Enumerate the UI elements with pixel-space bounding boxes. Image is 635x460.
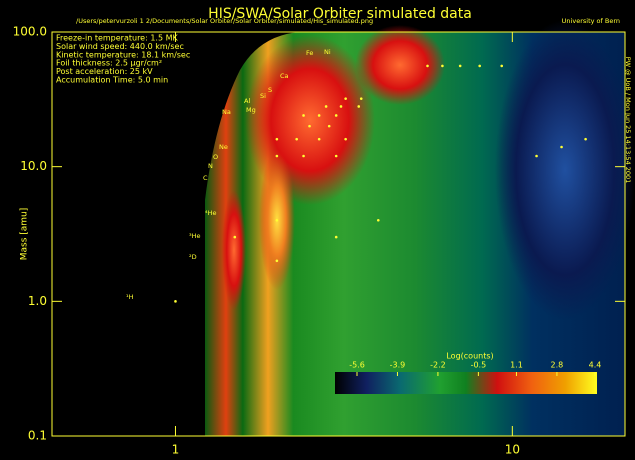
ion-label: C xyxy=(203,174,208,182)
ion-label: N xyxy=(208,162,213,170)
y-axis-label: Mass [amu] xyxy=(20,208,30,261)
colorbar-tick-label: 1.1 xyxy=(510,361,523,370)
data-point xyxy=(344,97,347,100)
ion-label: Mg xyxy=(246,106,256,114)
ion-label: Al xyxy=(244,97,250,105)
y-tick-label: 100.0 xyxy=(13,25,47,39)
data-point xyxy=(441,64,444,68)
colorbar-tick-label: 2.8 xyxy=(551,361,564,370)
chart-title: HIS/SWA/Solar Orbiter simulated data xyxy=(208,6,472,22)
colorbar-tick-label: -3.9 xyxy=(390,361,406,370)
data-point xyxy=(174,300,177,303)
data-point xyxy=(334,114,338,117)
data-point xyxy=(324,105,328,108)
data-point xyxy=(308,124,311,128)
ion-label: Ne xyxy=(219,143,228,151)
data-point xyxy=(376,218,380,222)
file-path: /Users/petervurzoli 1 2/Documents/Solar … xyxy=(76,17,373,25)
data-point xyxy=(535,154,538,158)
timestamp: PW @ UoB / Mon Jun 25 14:13:54 2001 xyxy=(624,57,632,184)
y-tick-label: 1.0 xyxy=(28,294,47,308)
data-point xyxy=(500,64,504,68)
data-point xyxy=(339,105,343,108)
data-point xyxy=(327,124,331,128)
colorbar-tick-label: -5.6 xyxy=(349,361,365,370)
ion-label: ²D xyxy=(189,253,197,261)
ion-label: Ni xyxy=(324,48,331,56)
data-point xyxy=(317,137,321,141)
data-point xyxy=(295,137,298,141)
parameter-line: Foil thickness: 2.5 µgr/cm² xyxy=(56,59,162,68)
data-point xyxy=(560,145,563,149)
colorbar xyxy=(335,372,597,394)
data-point xyxy=(275,218,279,222)
data-point xyxy=(344,137,347,141)
data-point xyxy=(275,154,279,158)
parameter-line: Accumulation Time: 5.0 min xyxy=(56,76,168,85)
x-tick-label: 10 xyxy=(505,443,520,457)
data-point xyxy=(584,137,587,141)
data-point xyxy=(426,64,429,68)
ion-label: Si xyxy=(260,92,266,100)
data-point xyxy=(275,137,279,141)
data-point xyxy=(302,154,305,158)
ion-label: O xyxy=(213,153,218,161)
data-point xyxy=(357,105,361,108)
data-point xyxy=(334,235,338,239)
y-tick-label: 0.1 xyxy=(28,429,47,443)
ion-label: Fe xyxy=(306,49,313,57)
data-point xyxy=(359,97,363,100)
data-point xyxy=(302,114,305,117)
ion-label: Ca xyxy=(280,72,289,80)
data-point xyxy=(334,154,338,158)
ion-label: Na xyxy=(222,108,231,116)
x-tick-label: 1 xyxy=(172,443,180,457)
ion-label: ⁴He xyxy=(205,209,217,217)
plot-frame xyxy=(51,31,626,437)
data-point xyxy=(478,64,481,68)
y-tick-label: 10.0 xyxy=(20,159,47,173)
colorbar-tick-label: -0.5 xyxy=(471,361,487,370)
parameter-line: Solar wind speed: 440.0 km/sec xyxy=(56,42,184,51)
institution: University of Bern xyxy=(562,17,620,25)
data-point xyxy=(317,114,321,117)
ion-label: S xyxy=(268,86,272,94)
data-point xyxy=(233,235,237,239)
data-point xyxy=(275,259,279,263)
ion-label: ¹H xyxy=(126,293,134,301)
colorbar-tick-label: 4.4 xyxy=(589,361,602,370)
parameter-line: Freeze-in temperature: 1.5 MK xyxy=(56,34,179,43)
colorbar-title: Log(counts) xyxy=(446,352,493,361)
colorbar-tick-label: -2.2 xyxy=(430,361,446,370)
contour-field xyxy=(205,20,635,436)
ion-label: ³He xyxy=(189,232,201,240)
parameter-line: Kinetic temperature: 18.1 km/sec xyxy=(56,50,190,59)
data-point xyxy=(458,64,462,68)
parameter-line: Post acceleration: 25 kV xyxy=(56,67,153,76)
